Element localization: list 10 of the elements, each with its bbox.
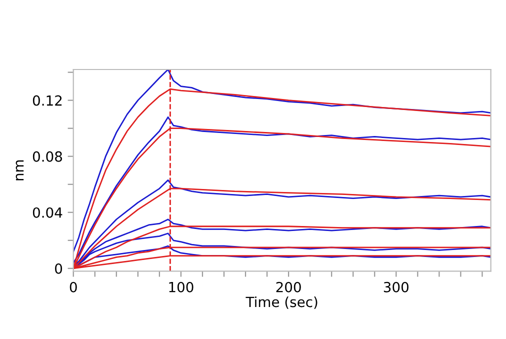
y-tick-label: 0.04 [32,207,62,218]
y-tick-label: 0 [55,263,62,274]
x-tick-label: 100 [169,282,194,292]
x-tick-label: 200 [276,282,301,292]
x-axis-title: Time (sec) [246,296,318,309]
y-axis-title: nm [16,160,24,180]
x-tick-label: 300 [384,282,408,292]
x-tick-label: 0 [70,282,77,292]
y-tick-label: 0.08 [32,151,62,162]
y-tick-label: 0.12 [32,95,62,106]
